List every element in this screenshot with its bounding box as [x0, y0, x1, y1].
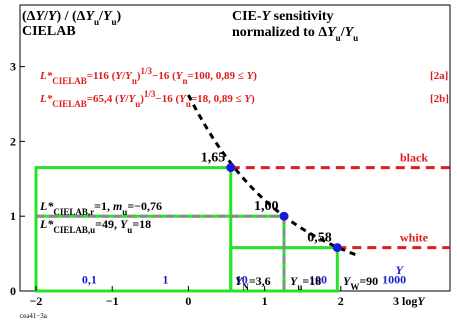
- x-tick-label-2: 0: [185, 294, 191, 308]
- equation-tag-2b: [2b]: [430, 93, 449, 105]
- equation-2a: L*CIELAB=116 (Y/Yn)1/3−16 (Yn=100, 0,89 …: [39, 66, 257, 86]
- y-axis-sublabel: CIELAB: [22, 24, 76, 39]
- y-scale-tick-0: 0,1: [82, 273, 97, 287]
- equation-tag-2a: [2a]: [430, 70, 448, 82]
- y-scale-tick-2: 10: [236, 273, 248, 287]
- annotation-yw: YW=90: [343, 274, 378, 292]
- plot-frame: [19, 4, 451, 292]
- y-tick-label-0: 0: [10, 284, 16, 298]
- legend-black: black: [400, 151, 428, 165]
- y-scale-tick-1: 1: [163, 273, 169, 287]
- y-tick-label-1: 1: [10, 209, 16, 223]
- y-tick-label-3: 3: [10, 60, 16, 74]
- legend-white: white: [400, 231, 429, 245]
- x-tick-label-4: 2: [338, 294, 344, 308]
- title-line-1: CIE-Y sensitivity: [232, 9, 334, 24]
- data-point-1: [279, 211, 289, 221]
- annotation-ref-r: L*CIELAB,r=1, mu=−0,76: [39, 199, 162, 217]
- x-axis-label: 3 logY: [393, 294, 426, 308]
- data-label-1: 1,00: [254, 199, 279, 214]
- y-scale-tick-3: 100: [309, 273, 327, 287]
- y-axis-label: (ΔY/Y) / (ΔYu/Yu): [22, 9, 122, 27]
- annotation-ref-u: L*CIELAB,u=49, Yu=18: [39, 217, 151, 235]
- data-point-2: [332, 243, 342, 253]
- annotation-yu: Yu=18: [290, 274, 321, 292]
- y-tick-label-2: 2: [10, 134, 16, 148]
- sensitivity-curve: [187, 94, 357, 257]
- equation-2b: L*CIELAB=65,4 (Y/Yu)1/3−16 (Yu=18, 0,89 …: [39, 89, 255, 109]
- x-tick-label-0: −2: [30, 294, 43, 308]
- x-tick-label-3: 1: [262, 294, 268, 308]
- annotation-yn: YN=3,6: [235, 274, 271, 292]
- x-tick-label-1: −1: [106, 294, 119, 308]
- data-point-0: [226, 163, 236, 173]
- footer-id: cea41−3a: [20, 312, 48, 320]
- y-scale-tick-4: 1000: [382, 273, 406, 287]
- data-label-2: 0,58: [307, 231, 332, 246]
- title-line-2: normalized to ΔYu/Yu: [232, 25, 358, 43]
- data-label-0: 1,65: [201, 151, 226, 166]
- y-scale-label: Y: [396, 263, 405, 277]
